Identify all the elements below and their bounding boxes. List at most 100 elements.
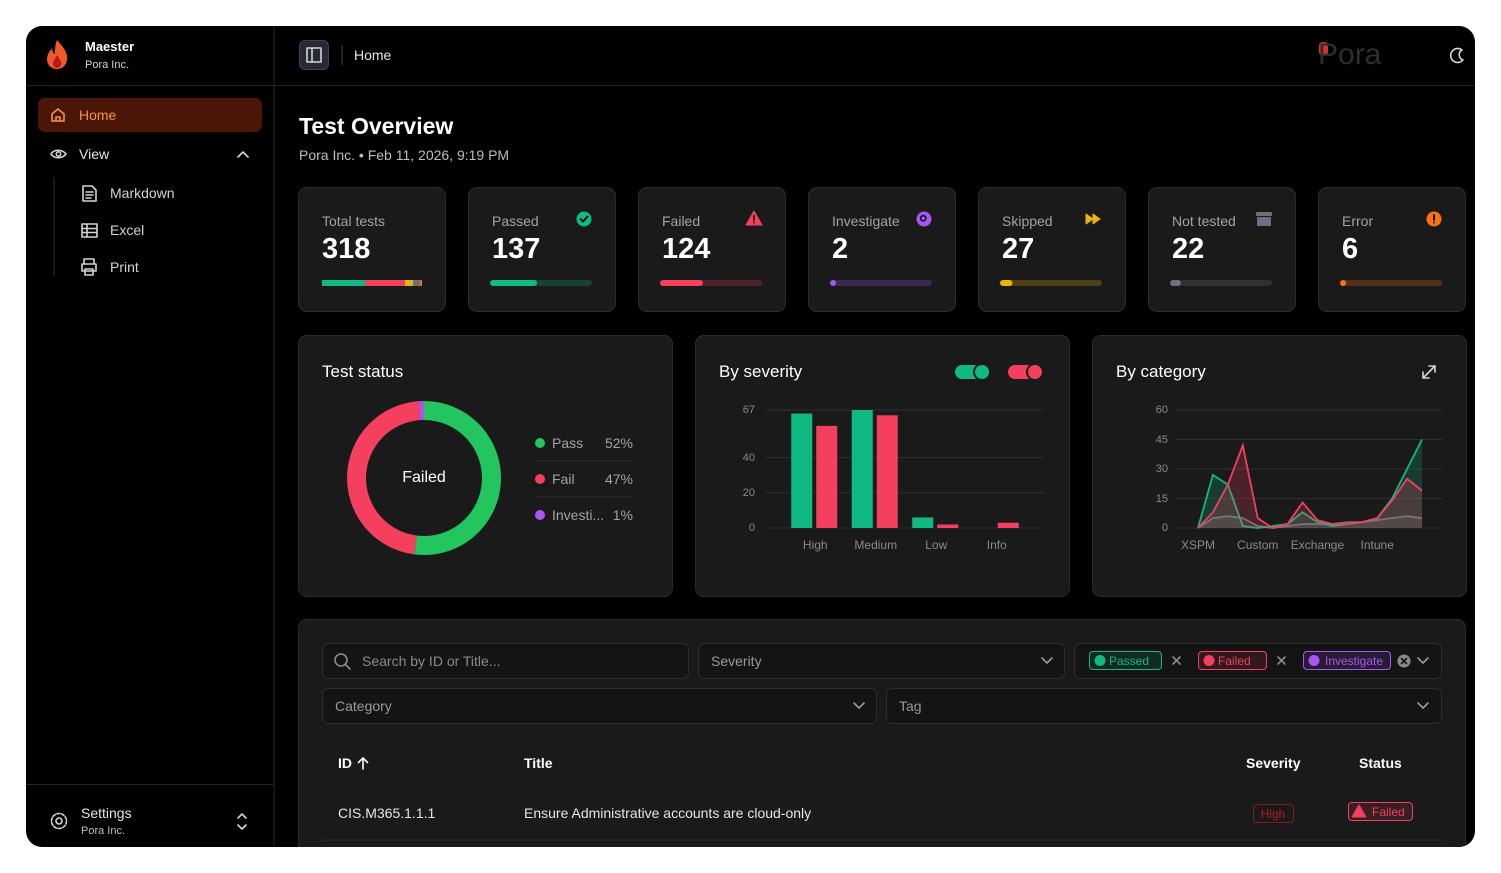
chevron-down (1417, 702, 1429, 709)
bar (876, 415, 898, 528)
x-tick-label: High (802, 538, 828, 552)
bar (791, 413, 813, 528)
stat-card (978, 187, 1126, 312)
status-icon (1256, 212, 1272, 216)
nav-subitem[interactable]: Print (110, 259, 139, 275)
gear-ring (50, 812, 68, 830)
chip-remove (1277, 656, 1286, 665)
panels (26, 26, 1475, 847)
gear-icon (55, 817, 63, 825)
stat-value: 27 (1002, 233, 1035, 265)
flame-logo (47, 40, 68, 69)
legend-dot (535, 438, 545, 448)
stat-label: Passed (492, 213, 539, 229)
nav-active[interactable] (38, 98, 262, 132)
column-header[interactable]: Severity (1246, 755, 1301, 771)
chart-card (1092, 335, 1467, 597)
doc-icon (82, 185, 97, 202)
column-header[interactable]: Status (1359, 755, 1402, 771)
nav-item[interactable]: View (79, 146, 110, 162)
chart-title: By category (1116, 362, 1206, 381)
progress-track (1172, 280, 1272, 286)
logo-accent (1319, 42, 1328, 56)
category-select[interactable] (322, 688, 877, 724)
toggle-knob (973, 363, 991, 381)
stat-value: 137 (492, 233, 541, 265)
breadcrumb: Home (354, 47, 392, 63)
y-tick-label: 40 (742, 451, 755, 464)
cell-title: Ensure Administrative accounts are cloud… (524, 805, 812, 821)
chip-icon (1203, 655, 1215, 666)
status-chip-label: Investigate (1325, 654, 1384, 668)
nav-item[interactable]: Home (79, 107, 117, 123)
expand-icon (1422, 365, 1436, 379)
eye-icon (50, 149, 67, 159)
chevron-updown (237, 813, 247, 830)
chevron-down (853, 702, 865, 709)
progress-segment (420, 280, 422, 286)
org-name: Maester (85, 39, 135, 54)
bar (997, 522, 1019, 528)
x-tick-label: Low (925, 538, 948, 552)
lens (919, 214, 927, 222)
y-tick-label: 15 (1155, 492, 1168, 505)
bar (937, 524, 959, 528)
y-tick-label: 0 (748, 522, 755, 534)
chart-title: By severity (719, 362, 803, 381)
status-select[interactable] (1074, 643, 1442, 679)
y-tick-label: 0 (1161, 522, 1168, 534)
home-icon (51, 108, 65, 122)
status-icon (576, 211, 592, 227)
progress-segment (404, 280, 405, 286)
series-line (1197, 515, 1423, 529)
stat-value: 22 (1172, 233, 1205, 265)
column-header[interactable]: Title (524, 755, 553, 771)
brand-logo: Pora (1318, 38, 1382, 71)
bar (912, 517, 934, 528)
y-tick-label: 60 (1155, 404, 1168, 416)
status-icon (1351, 804, 1367, 818)
column-header[interactable]: ID (338, 755, 352, 771)
search-handle (344, 663, 351, 670)
nav-subitem[interactable]: Markdown (110, 185, 175, 201)
stat-value: 2 (832, 233, 849, 265)
stat-value: 318 (322, 233, 371, 265)
settings-sub: Pora Inc. (81, 825, 126, 837)
status-chip (1089, 651, 1162, 670)
donut-center-label: Failed (402, 469, 446, 486)
donut-slice (414, 401, 501, 555)
area-fill (1198, 439, 1422, 528)
cell-id: CIS.M365.1.1.1 (338, 805, 436, 821)
settings-title[interactable]: Settings (81, 805, 132, 821)
status-chip (1303, 651, 1391, 670)
legend-value: 52% (604, 435, 633, 451)
chip-remove (1172, 656, 1181, 665)
chevron-up (237, 151, 249, 158)
severity-select[interactable] (698, 643, 1065, 679)
status-icon-body (1257, 217, 1271, 226)
status-chip-label: Failed (1218, 654, 1251, 668)
donut-slice (347, 401, 421, 555)
stat-label: Failed (662, 213, 701, 229)
tag-select[interactable] (886, 688, 1442, 724)
legend-dot (535, 510, 545, 520)
sidebar-toggle[interactable] (299, 40, 329, 70)
y-tick-label: 45 (1155, 433, 1168, 446)
clear-x (1400, 657, 1408, 665)
app-window: Maester Pora Inc. Home View Markdown Excel Pri… (26, 26, 1475, 847)
progress-segment (365, 280, 405, 286)
status-icon (1085, 213, 1101, 225)
stat-label: Investigate (832, 213, 900, 229)
progress-segment (322, 280, 366, 286)
series-line (1197, 442, 1423, 529)
graphics (26, 26, 1475, 847)
legend-value: 47% (604, 471, 633, 487)
legend-dot (535, 474, 545, 484)
search-icon (334, 653, 348, 667)
search-input[interactable] (322, 643, 689, 679)
select-placeholder: Severity (711, 653, 762, 669)
x-tick-label: XSPM (1180, 538, 1216, 552)
nav-subitem[interactable]: Excel (110, 222, 145, 238)
select-placeholder: Category (335, 698, 392, 714)
